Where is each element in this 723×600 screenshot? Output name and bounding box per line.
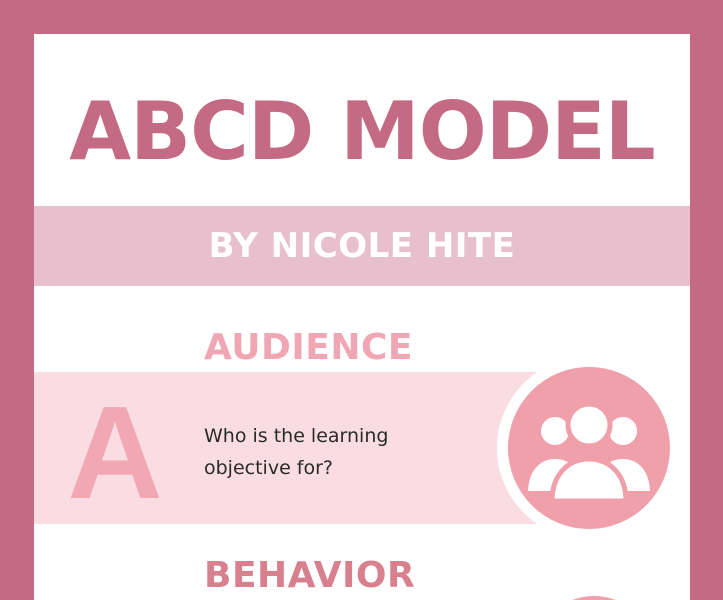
audience-letter: A (67, 379, 163, 526)
byline-text: BY NICOLE HITE (208, 226, 516, 266)
poster-card: ABCD MODEL BY NICOLE HITE AUDIENCE A Who… (34, 34, 690, 600)
poster-title: ABCD MODEL (69, 85, 656, 178)
people-group-icon (523, 401, 655, 504)
audience-icon-circle (508, 367, 670, 529)
byline-band: BY NICOLE HITE (34, 206, 690, 286)
audience-description-line2: objective for? (204, 457, 334, 479)
section-heading-audience: AUDIENCE (204, 327, 413, 368)
audience-description-line1: Who is the learning (204, 425, 389, 447)
audience-band (34, 372, 554, 524)
section-heading-behavior: BEHAVIOR (204, 555, 416, 596)
audience-description: Who is the learning objective for? (204, 420, 504, 484)
behavior-icon-circle (534, 596, 654, 600)
